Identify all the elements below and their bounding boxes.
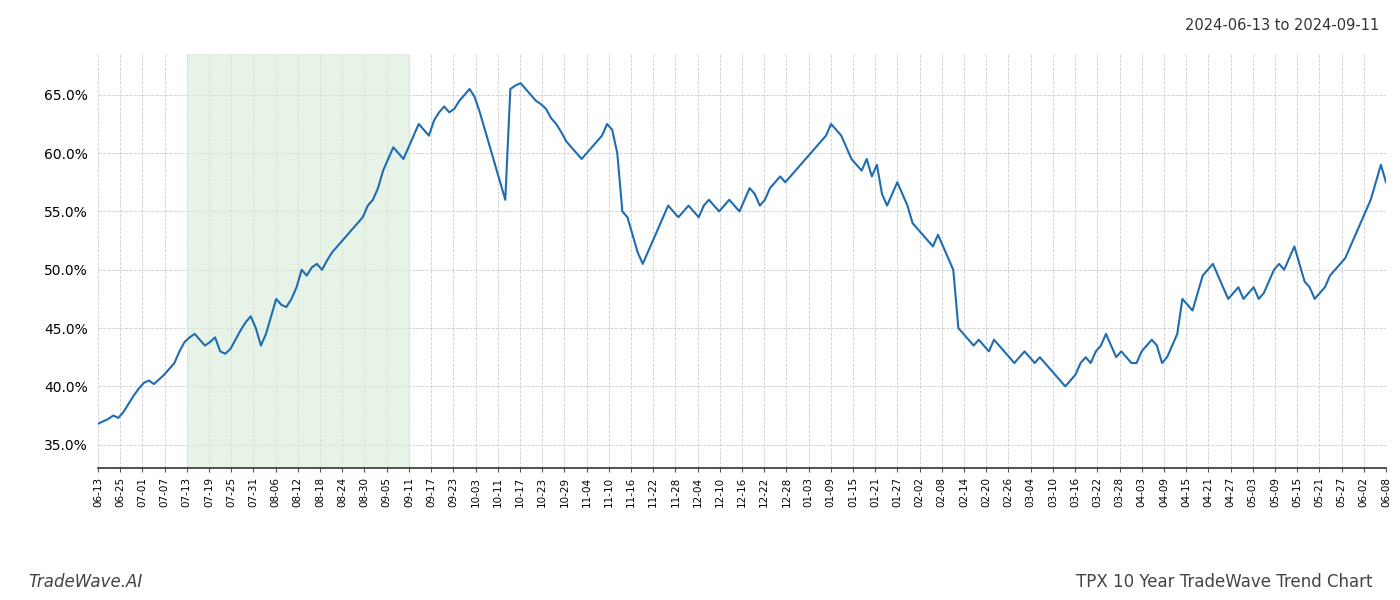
Text: 2024-06-13 to 2024-09-11: 2024-06-13 to 2024-09-11	[1184, 18, 1379, 33]
Text: TPX 10 Year TradeWave Trend Chart: TPX 10 Year TradeWave Trend Chart	[1075, 573, 1372, 591]
Text: TradeWave.AI: TradeWave.AI	[28, 573, 143, 591]
Bar	[186, 54, 409, 468]
